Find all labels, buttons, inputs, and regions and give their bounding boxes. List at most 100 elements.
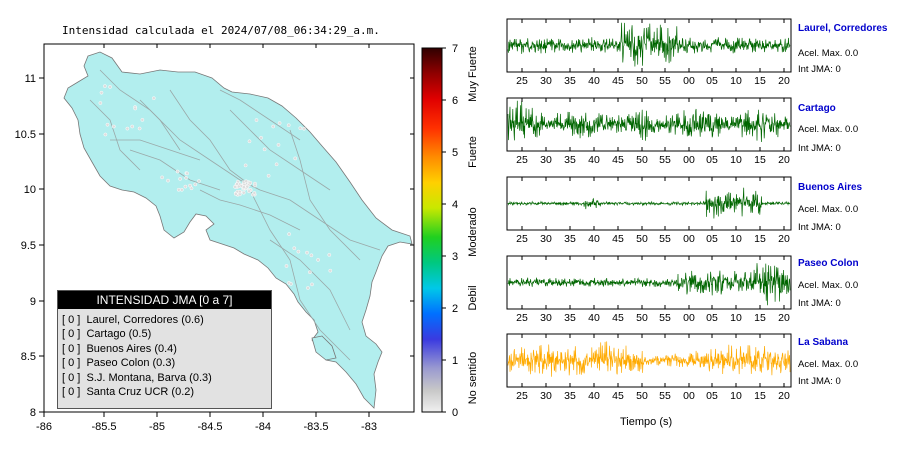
map-x-tick-label: -84 bbox=[255, 421, 271, 433]
waveform-x-tick-label: 00 bbox=[683, 233, 695, 245]
city-dot bbox=[241, 190, 246, 195]
city-dot bbox=[309, 253, 314, 258]
city-dot bbox=[310, 282, 314, 287]
colorbar-category: Muy Fuerte bbox=[467, 46, 479, 102]
waveform-x-tick-label: 35 bbox=[564, 154, 576, 166]
waveform-x-tick-label: 20 bbox=[778, 233, 790, 245]
waveform-x-tick-label: 30 bbox=[540, 233, 552, 245]
map-title: Intensidad calculada el 2024/07/08_06:34… bbox=[62, 24, 380, 37]
road-network bbox=[89, 69, 381, 361]
city-dot bbox=[248, 180, 253, 185]
waveform-x-tick-label: 05 bbox=[706, 75, 718, 87]
city-dot bbox=[259, 135, 263, 140]
city-dot bbox=[254, 118, 259, 122]
waveform-panel: 25 30 35 40 45 50 55 00 05 10 15 20 bbox=[506, 18, 792, 87]
waveform-x-tick-label: 05 bbox=[706, 154, 718, 166]
waveform-x-tick-label: 20 bbox=[778, 390, 790, 402]
station-jma: Int JMA: 0 bbox=[798, 222, 841, 233]
city-dot bbox=[247, 139, 252, 144]
waveform-x-tick-label: 45 bbox=[612, 312, 624, 324]
colorbar-category: Fuerte bbox=[467, 136, 479, 168]
city-dot bbox=[176, 187, 181, 192]
waveform-x-tick-label: 40 bbox=[588, 390, 600, 402]
city-dot bbox=[296, 249, 301, 254]
map-y-tick-label: 11 bbox=[25, 73, 36, 85]
city-dot bbox=[125, 126, 130, 131]
city-dot bbox=[98, 101, 103, 105]
city-dot bbox=[133, 106, 138, 111]
legend-item: [ 0 ] Laurel, Corredores (0.6) bbox=[62, 314, 204, 326]
colorbar-tick-label: 0 bbox=[452, 407, 458, 419]
colorbar-ticks: 7 6 5 4 3 2 1 0 bbox=[442, 43, 458, 419]
city-dot bbox=[252, 191, 257, 195]
waveform-x-tick-label: 35 bbox=[564, 312, 576, 324]
waveform-x-tick-label: 25 bbox=[516, 233, 528, 245]
city-dot bbox=[233, 184, 237, 189]
waveform-x-tick-label: 20 bbox=[778, 312, 790, 324]
city-dot bbox=[151, 96, 156, 101]
city-dot bbox=[166, 178, 170, 183]
waveform-x-tick-label: 00 bbox=[683, 154, 695, 166]
waveform-x-tick-label: 10 bbox=[730, 312, 742, 324]
waveform-x-tick-label: 55 bbox=[659, 390, 671, 402]
waveform-x-tick-label: 15 bbox=[754, 75, 766, 87]
station-name: Buenos Aires bbox=[798, 182, 863, 193]
city-dot bbox=[247, 189, 251, 194]
map-x-tick-label: -85 bbox=[149, 421, 165, 433]
city-dot bbox=[244, 179, 249, 184]
waveform-trace bbox=[507, 22, 791, 67]
map-y-tick-label: 9 bbox=[30, 296, 36, 308]
waveform-x-tick-label: 10 bbox=[730, 75, 742, 87]
city-dot bbox=[243, 163, 248, 168]
station-accel: Acel. Max. 0.0 bbox=[798, 124, 859, 135]
waveform-x-tick-label: 55 bbox=[659, 312, 671, 324]
waveform-x-tick-label: 25 bbox=[516, 75, 528, 87]
waveform-trace bbox=[507, 187, 791, 219]
city-dot bbox=[137, 126, 142, 131]
station-name: Cartago bbox=[798, 103, 836, 114]
city-dot bbox=[262, 147, 267, 152]
intensity-legend: INTENSIDAD JMA [0 a 7] [ 0 ] Laurel, Cor… bbox=[57, 290, 272, 409]
city-dot bbox=[103, 132, 108, 137]
legend-list: [ 0 ] Laurel, Corredores (0.6) [ 0 ] Car… bbox=[62, 313, 212, 399]
waveform-trace bbox=[507, 100, 791, 143]
waveform-x-tick-label: 00 bbox=[683, 75, 695, 87]
colorbar-category: Debil bbox=[467, 285, 479, 310]
city-dot bbox=[103, 84, 107, 88]
map-y-tick-label: 10.5 bbox=[15, 129, 36, 141]
city-dot bbox=[108, 85, 112, 89]
legend-item: [ 0 ] Paseo Colon (0.3) bbox=[62, 357, 176, 370]
waveform-x-tick-label: 10 bbox=[730, 154, 742, 166]
waveform-x-tick-label: 35 bbox=[564, 233, 576, 245]
city-dot bbox=[245, 184, 250, 189]
map-y-tick-label: 8.5 bbox=[21, 351, 36, 363]
city-dot bbox=[276, 143, 281, 147]
waveform-x-tick-label: 30 bbox=[540, 390, 552, 402]
city-dot bbox=[160, 175, 164, 180]
waveform-x-tick-label: 45 bbox=[612, 233, 624, 245]
city-dot bbox=[293, 156, 298, 161]
waveform-x-tick-label: 15 bbox=[754, 233, 766, 245]
osa-peninsula bbox=[311, 335, 337, 361]
city-dot bbox=[236, 184, 241, 189]
city-dot bbox=[99, 90, 104, 95]
map-y-tick-label: 8 bbox=[30, 407, 36, 419]
city-dot bbox=[305, 250, 309, 255]
city-dot bbox=[193, 182, 198, 187]
station-accel: Acel. Max. 0.0 bbox=[798, 280, 859, 291]
city-dot bbox=[233, 192, 238, 196]
waveform-panel: 25 30 35 40 45 50 55 00 05 10 15 20 bbox=[506, 255, 792, 324]
city-dot bbox=[184, 175, 188, 180]
city-dot bbox=[178, 177, 182, 181]
station-accel: Acel. Max. 0.0 bbox=[798, 204, 859, 215]
city-dot bbox=[183, 184, 188, 189]
city-dot bbox=[274, 162, 279, 167]
city-dot bbox=[238, 192, 242, 197]
waveform-x-tick-label: 10 bbox=[730, 390, 742, 402]
colorbar-tick-label: 2 bbox=[452, 303, 458, 315]
waveform-trace bbox=[507, 341, 791, 377]
colorbar-tick-label: 5 bbox=[452, 147, 458, 159]
waveform-x-tick-label: 35 bbox=[564, 390, 576, 402]
waveform-x-tick-label: 50 bbox=[636, 312, 648, 324]
